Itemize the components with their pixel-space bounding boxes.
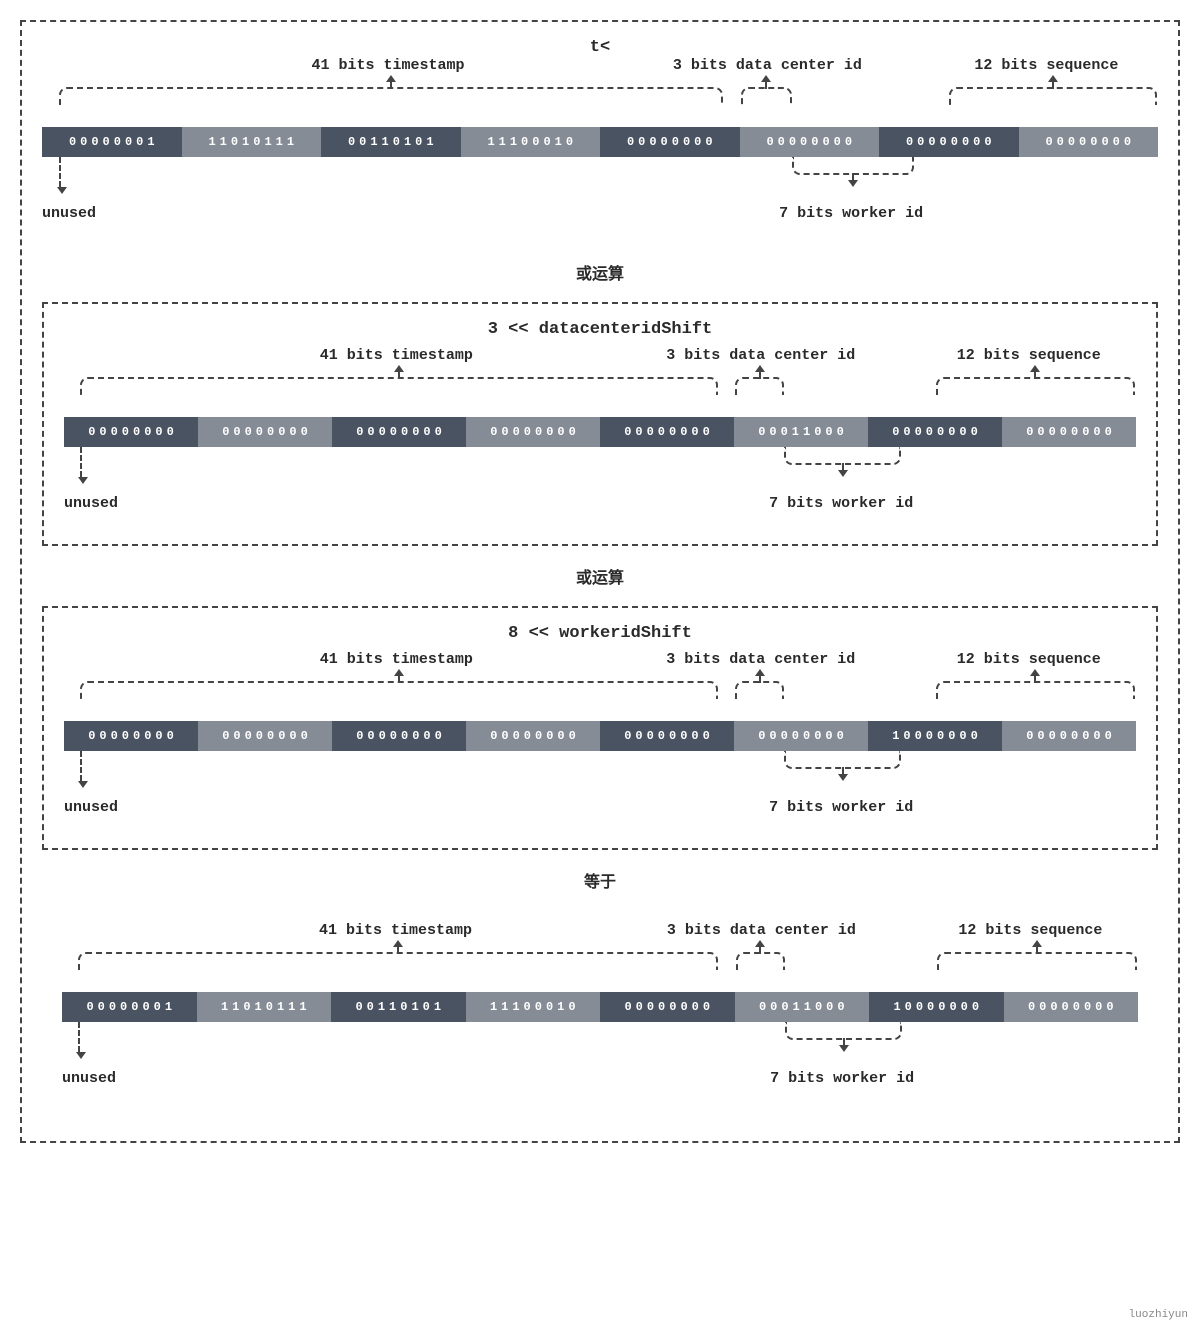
byte-cell: 00000000 [198, 417, 332, 447]
byte-cell: 00000000 [1002, 417, 1136, 447]
label-timestamp: 41 bits timestamp [319, 922, 472, 939]
bit-diagram: 41 bits timestamp 3 bits data center id … [62, 922, 1138, 1107]
byte-cell: 00000000 [466, 417, 600, 447]
byte-cell: 00000000 [600, 417, 734, 447]
byte-row: 0000000111010111001101011110001000000000… [62, 992, 1138, 1022]
label-sequence: 12 bits sequence [957, 651, 1101, 668]
bit-diagram: 41 bits timestamp 3 bits data center id … [42, 57, 1158, 242]
byte-row: 0000000000000000000000000000000000000000… [64, 721, 1136, 751]
label-datacenter: 3 bits data center id [673, 57, 862, 74]
byte-cell: 00000000 [879, 127, 1019, 157]
label-timestamp: 41 bits timestamp [320, 651, 473, 668]
label-worker: 7 bits worker id [769, 495, 913, 512]
label-datacenter: 3 bits data center id [667, 922, 856, 939]
byte-cell: 00000001 [62, 992, 197, 1022]
byte-cell: 00011000 [735, 992, 870, 1022]
label-sequence: 12 bits sequence [974, 57, 1118, 74]
panel-1: 3 << datacenteridShift 41 bits timestamp… [42, 302, 1158, 546]
panel-2: 8 << workeridShift 41 bits timestamp 3 b… [42, 606, 1158, 850]
byte-cell: 00000000 [600, 992, 735, 1022]
byte-cell: 00011000 [734, 417, 868, 447]
byte-cell: 00000000 [466, 721, 600, 751]
label-sequence: 12 bits sequence [958, 922, 1102, 939]
byte-cell: 11010111 [197, 992, 332, 1022]
label-worker: 7 bits worker id [779, 205, 923, 222]
label-timestamp: 41 bits timestamp [311, 57, 464, 74]
byte-cell: 00000000 [198, 721, 332, 751]
panel-3: 41 bits timestamp 3 bits data center id … [42, 910, 1158, 1119]
panel-title: 8 << workeridShift [64, 624, 1136, 643]
label-timestamp: 41 bits timestamp [320, 347, 473, 364]
byte-cell: 11010111 [182, 127, 322, 157]
byte-cell: 00000000 [868, 417, 1002, 447]
byte-cell: 00000000 [600, 127, 740, 157]
label-unused: unused [64, 495, 118, 512]
byte-cell: 00000000 [734, 721, 868, 751]
byte-cell: 10000000 [868, 721, 1002, 751]
label-sequence: 12 bits sequence [957, 347, 1101, 364]
byte-cell: 00110101 [321, 127, 461, 157]
byte-cell: 00000000 [332, 417, 466, 447]
byte-cell: 11100010 [466, 992, 601, 1022]
byte-row: 0000000111010111001101011110001000000000… [42, 127, 1158, 157]
bit-diagram: 41 bits timestamp 3 bits data center id … [64, 347, 1136, 532]
label-unused: unused [62, 1070, 116, 1087]
label-unused: unused [42, 205, 96, 222]
label-worker: 7 bits worker id [770, 1070, 914, 1087]
label-datacenter: 3 bits data center id [666, 651, 855, 668]
byte-cell: 11100010 [461, 127, 601, 157]
byte-cell: 00000000 [740, 127, 880, 157]
byte-cell: 00000000 [1004, 992, 1139, 1022]
byte-cell: 00000000 [600, 721, 734, 751]
byte-row: 0000000000000000000000000000000000000000… [64, 417, 1136, 447]
panel-0: t< 41 bits timestamp 3 bits data center … [20, 20, 1180, 1143]
byte-cell: 00000000 [332, 721, 466, 751]
or-label: 或运算 [42, 564, 1158, 588]
or-label: 或运算 [42, 260, 1158, 284]
byte-cell: 10000000 [869, 992, 1004, 1022]
label-worker: 7 bits worker id [769, 799, 913, 816]
bit-diagram: 41 bits timestamp 3 bits data center id … [64, 651, 1136, 836]
byte-cell: 00000000 [64, 721, 198, 751]
label-datacenter: 3 bits data center id [666, 347, 855, 364]
byte-cell: 00110101 [331, 992, 466, 1022]
panel-title: t< 41 bits timestamp 3 bits data center … [42, 38, 1158, 242]
equals-label: 等于 [42, 868, 1158, 892]
byte-cell: 00000001 [42, 127, 182, 157]
label-unused: unused [64, 799, 118, 816]
byte-cell: 00000000 [1002, 721, 1136, 751]
watermark: luozhiyun [1129, 1309, 1188, 1321]
panel-title: 3 << datacenteridShift [64, 320, 1136, 339]
byte-cell: 00000000 [1019, 127, 1159, 157]
byte-cell: 00000000 [64, 417, 198, 447]
